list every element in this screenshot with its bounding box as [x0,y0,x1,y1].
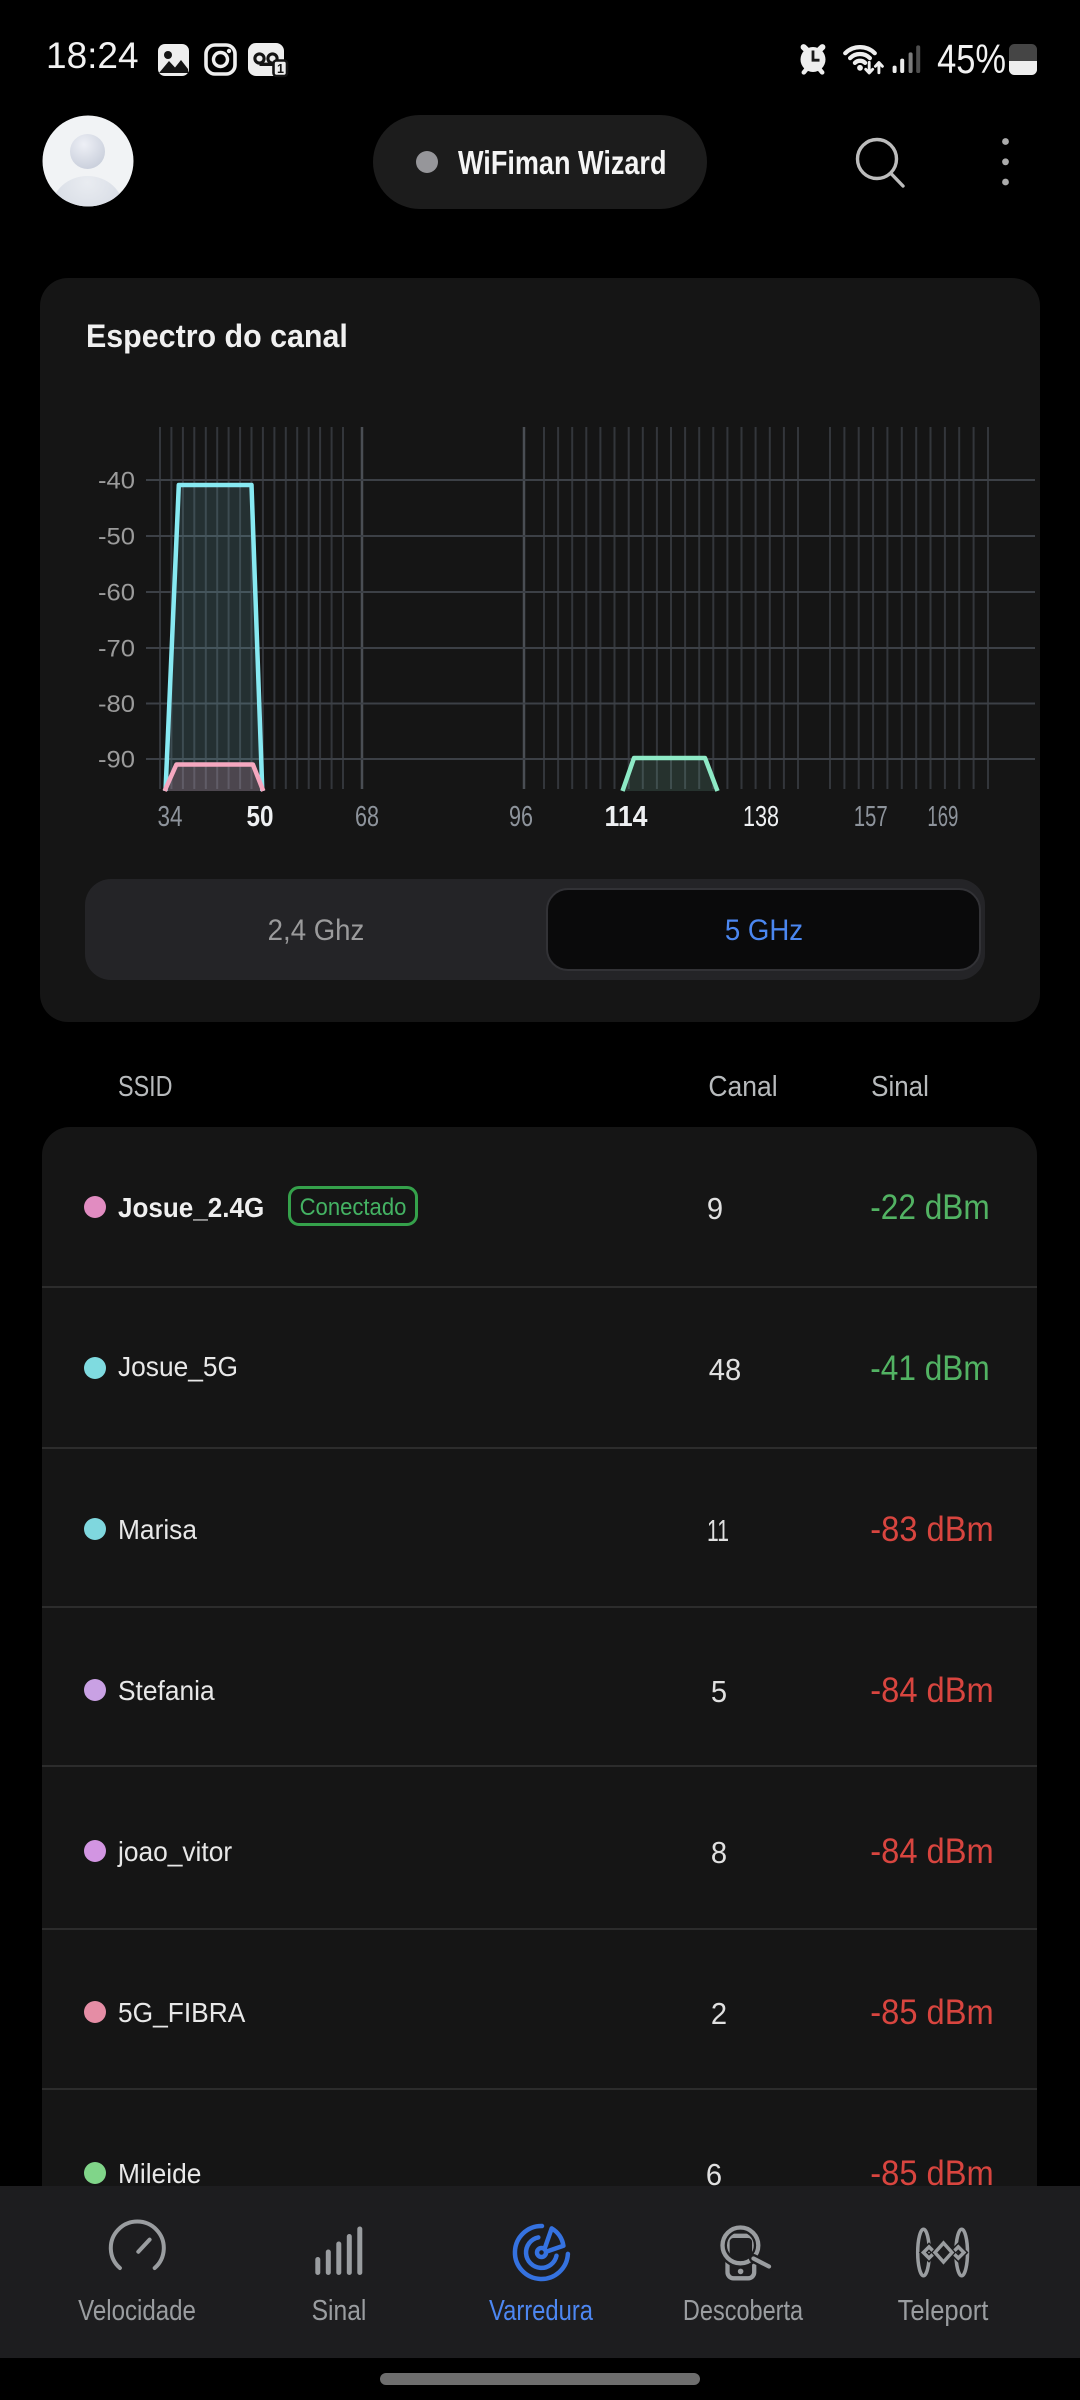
svg-text:-80: -80 [98,691,135,718]
svg-text:-40: -40 [98,468,135,495]
svg-text:-50: -50 [98,524,135,551]
svg-text:114: 114 [605,801,648,833]
svg-text:169: 169 [927,801,958,833]
svg-text:138: 138 [743,801,779,833]
svg-text:50: 50 [247,801,274,833]
svg-text:68: 68 [355,801,379,833]
svg-text:34: 34 [158,801,183,833]
svg-text:-60: -60 [98,580,135,607]
svg-text:-90: -90 [98,747,135,774]
svg-text:-70: -70 [98,636,135,663]
svg-text:1: 1 [277,62,284,76]
svg-text:96: 96 [509,801,533,833]
svg-text:157: 157 [854,801,888,833]
